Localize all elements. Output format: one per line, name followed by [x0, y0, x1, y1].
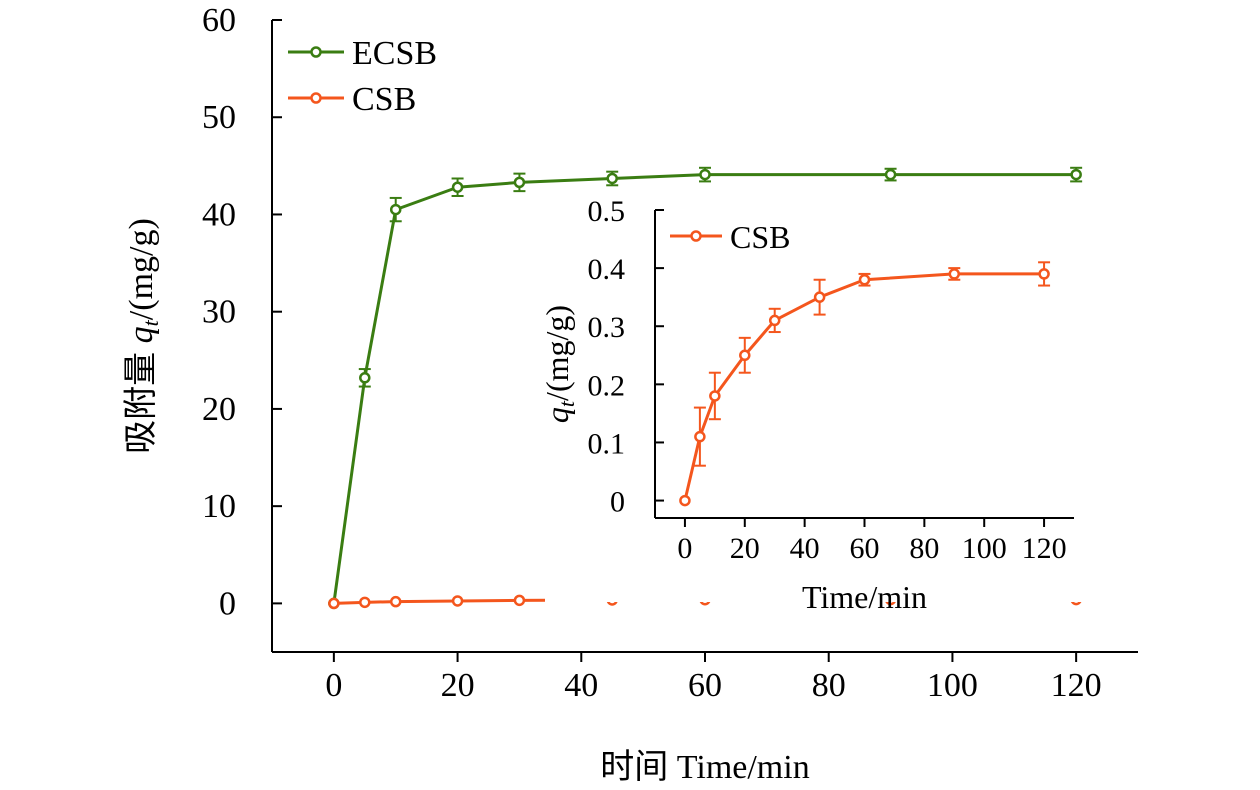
inset-CSB-point: [858, 273, 871, 286]
inset-y-tick-label: 0.3: [588, 311, 626, 344]
inset-plot: 0 0.1 0.2 0.3 0.4 0.5 0 20 40 60 80 100 120 Time/min q…: [539, 194, 1090, 615]
inset-y-axis-label: qt/(mg/g): [539, 305, 579, 423]
inset-CSB-point: [679, 494, 691, 507]
main-ECSB-point: [359, 372, 371, 384]
main-ECSB-point: [389, 203, 402, 216]
main-x-tick-label: 80: [812, 667, 846, 704]
main-y-label-symbol: q: [123, 326, 160, 343]
main-ECSB-point: [451, 181, 464, 193]
inset-CSB-point: [948, 268, 961, 280]
inset-y-tick-label: 0.5: [588, 195, 626, 228]
main-ECSB-point: [884, 168, 897, 181]
main-legend-item-CSB: CSB: [288, 81, 416, 118]
inset-x-tick-label: 120: [1022, 532, 1067, 565]
main-x-axis-label: 时间 Time/min: [600, 749, 809, 786]
inset-CSB-point: [694, 430, 706, 443]
inset-CSB-point: [709, 390, 721, 402]
main-x-tick-label: 20: [441, 667, 475, 704]
inset-x-tick-label: 60: [850, 532, 880, 565]
inset-y-tick-label: 0: [610, 486, 625, 519]
main-CSB-point: [513, 594, 526, 607]
main-y-tick-label: 40: [202, 196, 236, 233]
main-y-label-subscript: t: [138, 319, 163, 326]
inset-x-tick-label: 40: [790, 532, 820, 565]
main-ECSB-point: [699, 168, 711, 181]
inset-x-tick-label: 20: [730, 532, 760, 565]
inset-series-CSB: [679, 261, 1051, 507]
main-CSB-point: [328, 597, 340, 610]
inset-y-tick-label: 0.1: [588, 427, 626, 460]
inset-x-tick-label: 0: [677, 532, 692, 565]
main-x-tick-label: 100: [927, 667, 978, 704]
main-y-tick-label: 0: [219, 585, 236, 622]
main-CSB-point: [451, 595, 464, 607]
main-CSB-point: [359, 596, 371, 609]
main-y-tick-label: 60: [202, 2, 236, 39]
inset-x-tick-label: 80: [909, 532, 939, 565]
main-y-tick-label: 30: [202, 294, 236, 331]
main-legend-item-ECSB: ECSB: [288, 35, 437, 72]
inset-CSB-point: [813, 291, 826, 303]
main-legend-label: ECSB: [352, 35, 437, 72]
inset-legend-label: CSB: [730, 219, 790, 255]
main-y-tick-label: 50: [202, 99, 236, 136]
main-y-axis-label: 吸附量 qt/(mg/g): [123, 218, 163, 454]
inset-x-axis-label: Time/min: [802, 579, 927, 615]
main-y-label-suffix: /(mg/g): [123, 218, 160, 320]
main-CSB-point: [389, 595, 402, 608]
inset-x-tick-label: 100: [962, 532, 1007, 565]
main-x-tick-label: 0: [325, 667, 342, 704]
main-plot: 0 10 20 30 40 50 60 0 20 40 60 80 100 120 时间 Time/min 吸…: [123, 2, 1138, 786]
inset-CSB-point: [739, 349, 751, 362]
inset-y-tick-label: 0.2: [588, 369, 626, 402]
main-x-tick-label: 120: [1051, 667, 1102, 704]
main-x-tick-label: 60: [688, 667, 722, 704]
inset-CSB-point: [1038, 268, 1050, 280]
inset-y-label-subscript: t: [554, 400, 579, 407]
inset-legend-marker: [690, 230, 702, 242]
inset-background: [545, 194, 1090, 602]
inset-y-label-suffix: /(mg/g): [539, 305, 575, 401]
main-ECSB-point: [513, 176, 526, 189]
main-ECSB-point: [1070, 168, 1082, 181]
inset-CSB-point: [768, 314, 781, 327]
inset-y-tick-label: 0.4: [588, 253, 626, 286]
main-ECSB-point: [606, 172, 618, 185]
inset-y-label-symbol: q: [539, 407, 575, 423]
main-y-label-prefix: 吸附量: [123, 343, 160, 454]
main-legend-marker: [310, 92, 322, 104]
main-x-tick-label: 40: [564, 667, 598, 704]
main-y-tick-label: 20: [202, 391, 236, 428]
inset-legend-item-CSB: CSB: [670, 219, 790, 255]
main-legend-label: CSB: [352, 81, 416, 118]
main-legend-marker: [310, 46, 322, 58]
main-y-tick-label: 10: [202, 488, 236, 525]
